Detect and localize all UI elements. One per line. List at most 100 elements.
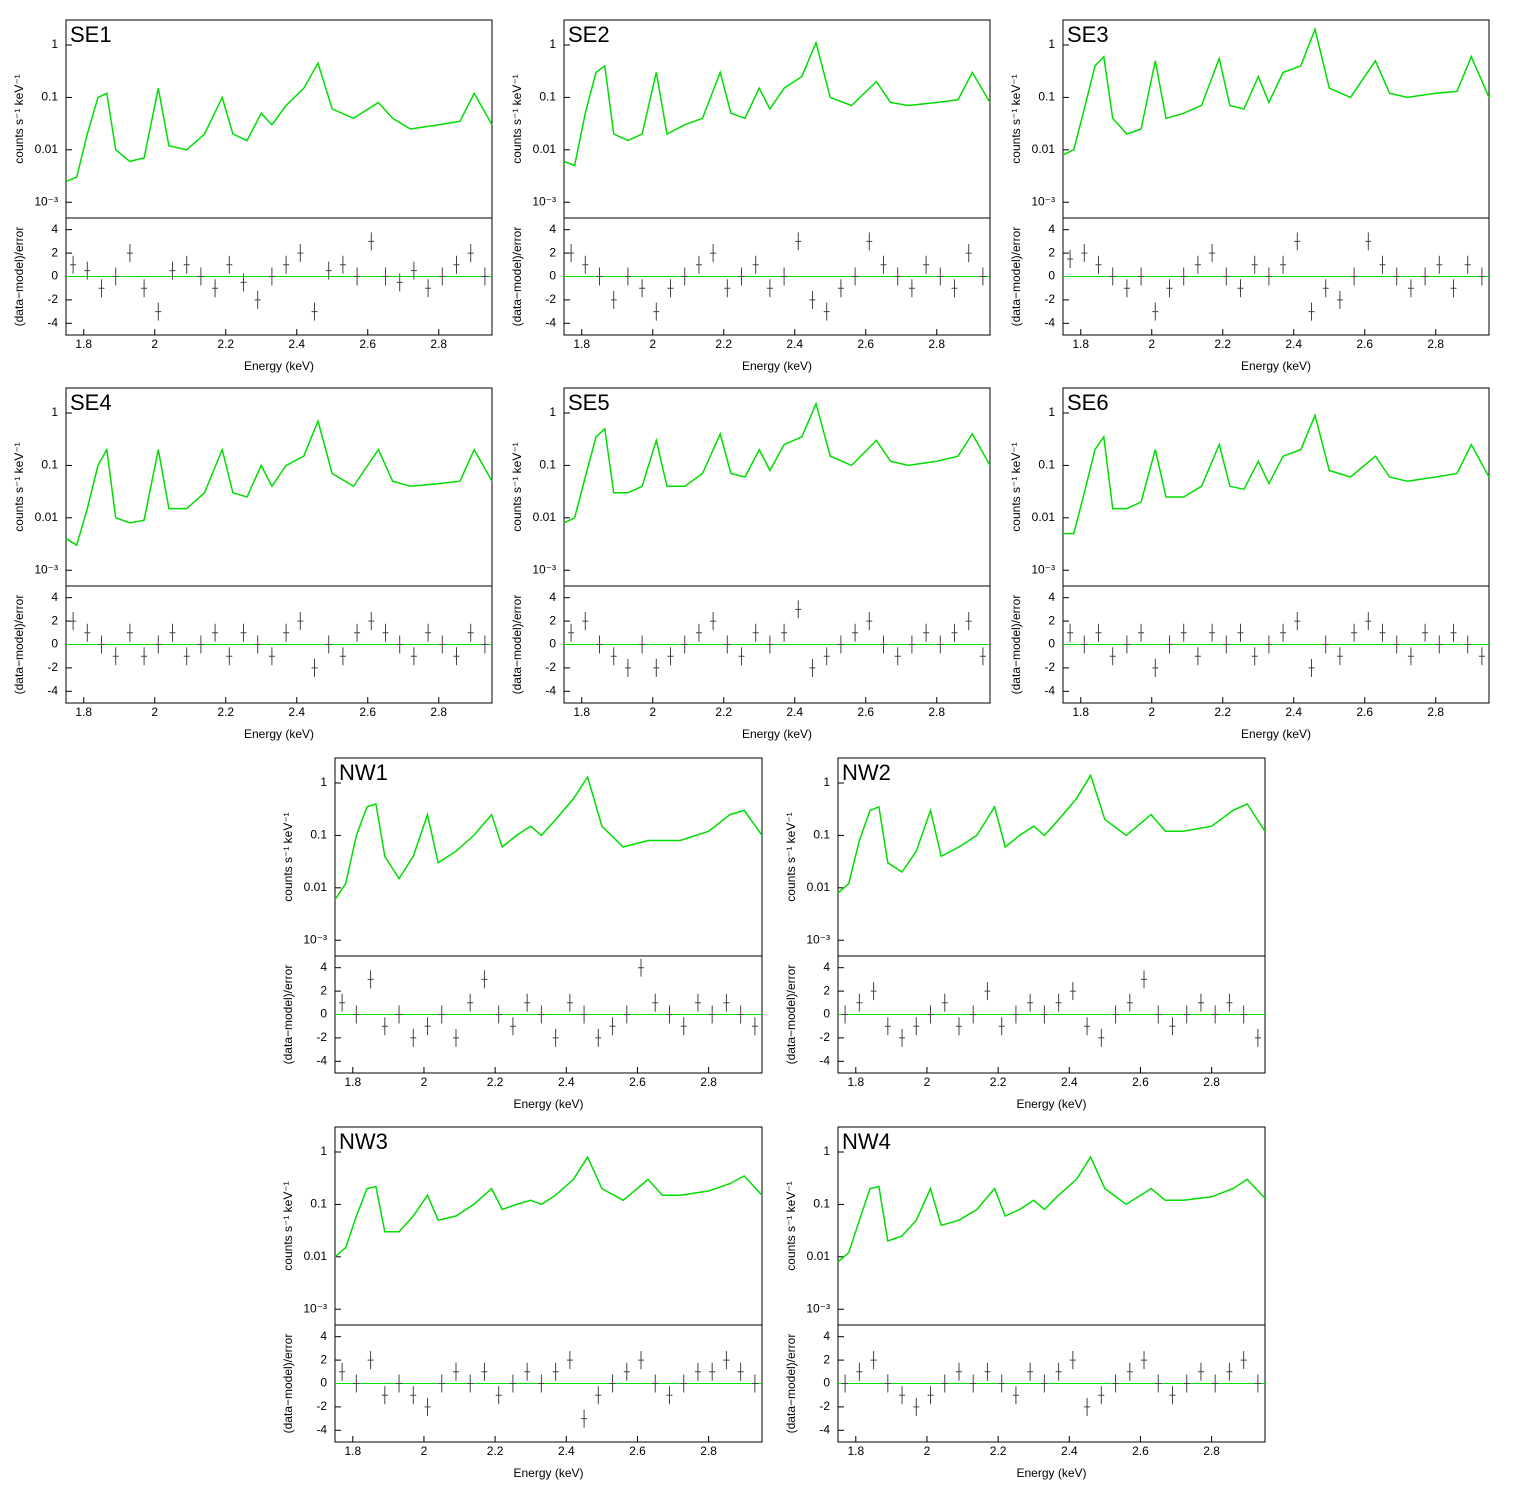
residual-point	[894, 647, 901, 666]
panel-title: SE2	[568, 22, 610, 47]
axes-frame	[1062, 19, 1490, 219]
residual-point	[438, 1374, 445, 1393]
x-tick-label: 2.4	[558, 1444, 575, 1458]
residual-point	[937, 635, 944, 654]
residual-point	[941, 1374, 948, 1393]
residual-point	[467, 1374, 474, 1393]
residual-point	[1109, 267, 1116, 286]
residual-point	[1067, 623, 1074, 642]
residual-point	[1197, 1362, 1204, 1381]
residual-point	[396, 1005, 403, 1024]
residual-point	[951, 279, 958, 298]
residual-point	[809, 658, 816, 677]
residual-point	[1123, 635, 1130, 654]
residual-point	[595, 1386, 602, 1405]
x-axis-label: Energy (keV)	[1241, 359, 1311, 373]
panel-title: SE6	[1067, 390, 1109, 415]
panel-title: SE1	[70, 22, 112, 47]
residual-point	[339, 1362, 346, 1381]
residual-point	[1223, 635, 1230, 654]
residual-point	[452, 1362, 459, 1381]
residual-point	[1067, 249, 1074, 268]
residual-point	[681, 267, 688, 286]
residual-point	[624, 658, 631, 677]
residual-point	[1081, 244, 1088, 263]
axes-frame	[334, 1126, 763, 1326]
y-tick-label: 0.01	[1032, 510, 1056, 524]
residual-point	[1155, 1005, 1162, 1024]
residual-point	[481, 267, 488, 286]
x-tick-label: 2	[924, 1075, 931, 1089]
panel-title: NW1	[339, 760, 388, 785]
y-axis-label: (data−model)/error	[1009, 227, 1023, 327]
x-axis-label: Energy (keV)	[513, 1097, 583, 1111]
y-tick-label: 4	[1048, 590, 1055, 604]
residual-point	[639, 279, 646, 298]
y-tick-label: -2	[1044, 292, 1055, 306]
x-tick-label: 2.8	[700, 1444, 717, 1458]
y-tick-label: 0.1	[310, 828, 327, 842]
residual-point	[410, 261, 417, 280]
residual-point	[1012, 1005, 1019, 1024]
axes-frame	[65, 19, 493, 219]
x-tick-label: 2.4	[786, 705, 803, 719]
x-axis-label: Energy (keV)	[513, 1466, 583, 1480]
residual-point	[1069, 1351, 1076, 1370]
y-tick-label: 0.1	[813, 1197, 830, 1211]
residual-point	[1226, 1362, 1233, 1381]
axes-frame	[563, 387, 991, 587]
y-tick-label: -4	[819, 1053, 830, 1067]
residual-point	[98, 635, 105, 654]
x-axis-label: Energy (keV)	[244, 727, 314, 741]
residual-point	[297, 612, 304, 631]
residual-point	[913, 1017, 920, 1036]
residual-point	[1265, 635, 1272, 654]
y-tick-label: 10⁻³	[34, 194, 58, 208]
x-tick-label: 2.4	[288, 705, 305, 719]
model-curve	[334, 775, 763, 900]
residual-point	[870, 982, 877, 1001]
y-axis-label: (data−model)/error	[12, 227, 26, 327]
x-axis-label: Energy (keV)	[1241, 727, 1311, 741]
y-tick-label: 4	[823, 1329, 830, 1343]
x-axis-label: Energy (keV)	[742, 359, 812, 373]
residual-point	[467, 623, 474, 642]
y-tick-label: 0.1	[813, 828, 830, 842]
residual-point	[1450, 279, 1457, 298]
y-tick-label: 0.01	[807, 1249, 831, 1263]
y-tick-label: 4	[1048, 222, 1055, 236]
residual-point	[1226, 993, 1233, 1012]
residual-point	[709, 1362, 716, 1381]
residual-point	[424, 1017, 431, 1036]
y-tick-label: 0.01	[807, 880, 831, 894]
y-tick-label: 1	[1048, 37, 1055, 51]
residual-point	[809, 290, 816, 309]
residual-point	[297, 244, 304, 263]
residual-point	[1422, 267, 1429, 286]
y-tick-label: 0	[51, 269, 58, 283]
y-axis-label: counts s⁻¹ keV⁻¹	[12, 74, 26, 163]
y-axis-label: (data−model)/error	[510, 595, 524, 695]
y-tick-label: 0	[823, 1376, 830, 1390]
residual-point	[1478, 267, 1485, 286]
residual-point	[1183, 1005, 1190, 1024]
y-tick-label: 0.1	[41, 458, 58, 472]
residual-point	[524, 1362, 531, 1381]
y-tick-label: 1	[549, 37, 556, 51]
residual-point	[509, 1017, 516, 1036]
residual-point	[695, 255, 702, 274]
x-tick-label: 2.4	[1285, 337, 1302, 351]
residual-point	[951, 623, 958, 642]
axes-frame	[65, 387, 493, 587]
y-tick-label: 4	[320, 960, 327, 974]
residual-point	[1027, 993, 1034, 1012]
y-tick-label: 1	[823, 775, 830, 789]
residual-point	[970, 1374, 977, 1393]
x-tick-label: 2.6	[1356, 705, 1373, 719]
y-tick-label: 2	[549, 613, 556, 627]
panel-title: SE4	[70, 390, 112, 415]
residual-point	[823, 647, 830, 666]
residual-point	[1081, 635, 1088, 654]
residual-point	[913, 1397, 920, 1416]
y-axis-label: counts s⁻¹ keV⁻¹	[1009, 442, 1023, 531]
